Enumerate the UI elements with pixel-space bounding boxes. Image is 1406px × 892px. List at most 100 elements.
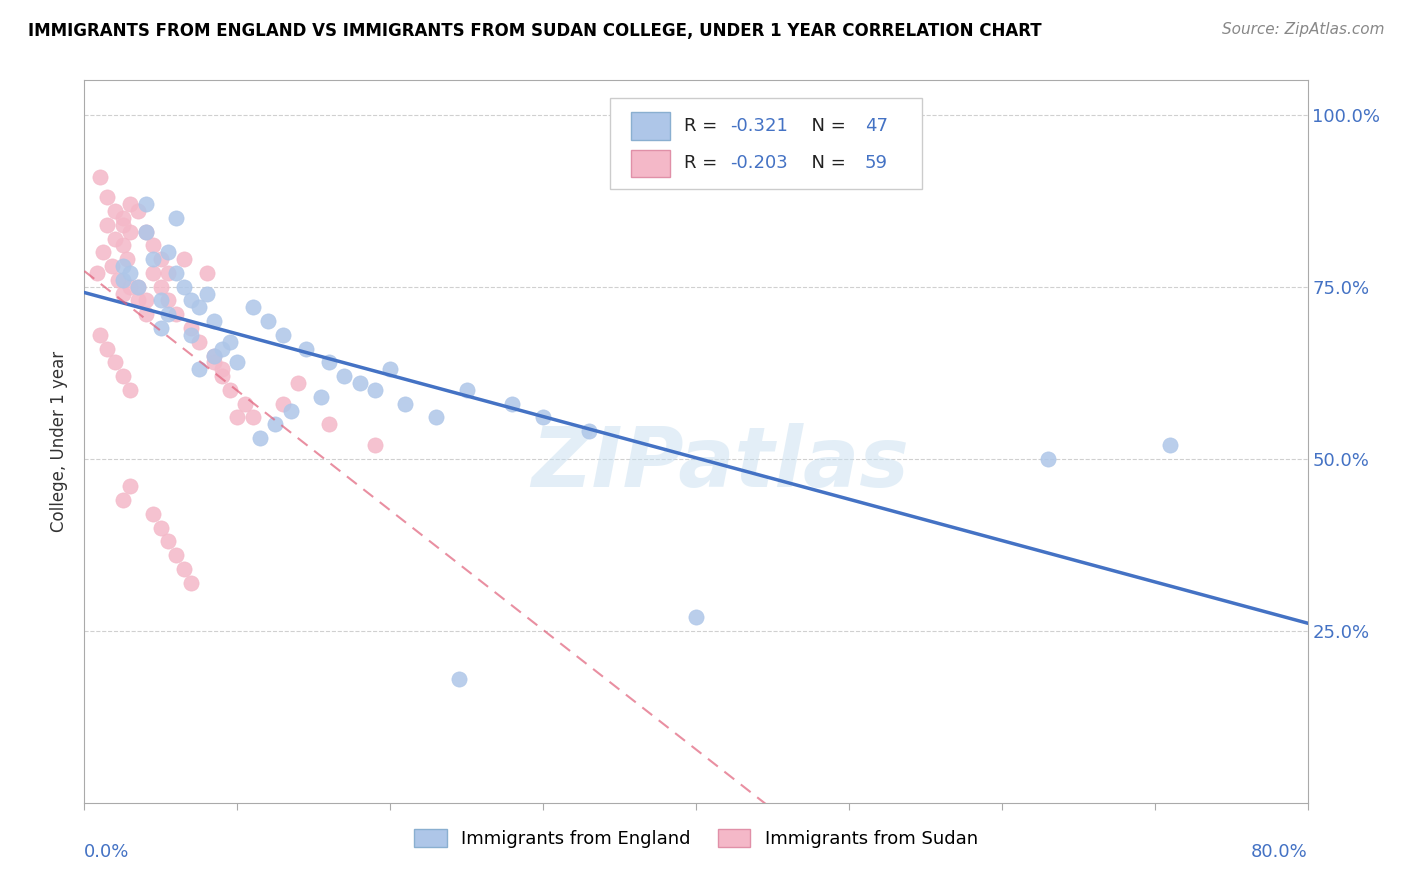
Point bbox=[202, 355, 225, 369]
Point bbox=[173, 252, 195, 267]
Point bbox=[149, 293, 172, 308]
Point bbox=[149, 520, 172, 534]
Point bbox=[165, 548, 187, 562]
Point bbox=[111, 369, 134, 384]
Point bbox=[111, 286, 134, 301]
Point bbox=[531, 410, 554, 425]
Point bbox=[127, 279, 149, 293]
Text: 59: 59 bbox=[865, 154, 887, 172]
Point bbox=[211, 342, 233, 356]
Point bbox=[456, 383, 478, 397]
Point bbox=[86, 266, 108, 280]
Text: R =: R = bbox=[683, 117, 723, 135]
Point bbox=[111, 493, 134, 508]
Point bbox=[107, 273, 129, 287]
Point bbox=[127, 279, 149, 293]
Point bbox=[271, 397, 294, 411]
Point bbox=[120, 266, 142, 280]
Point bbox=[257, 314, 280, 328]
Point bbox=[202, 314, 225, 328]
Bar bbox=[631, 112, 671, 139]
Point bbox=[280, 403, 302, 417]
Point bbox=[180, 293, 202, 308]
Point bbox=[242, 410, 264, 425]
Point bbox=[318, 417, 340, 432]
Point bbox=[271, 327, 294, 342]
Text: -0.203: -0.203 bbox=[730, 154, 787, 172]
Text: -0.321: -0.321 bbox=[730, 117, 789, 135]
Point bbox=[202, 349, 225, 363]
Point bbox=[394, 397, 416, 411]
Text: 47: 47 bbox=[865, 117, 887, 135]
Point bbox=[165, 266, 187, 280]
Point bbox=[364, 438, 387, 452]
Point bbox=[101, 259, 124, 273]
Text: IMMIGRANTS FROM ENGLAND VS IMMIGRANTS FROM SUDAN COLLEGE, UNDER 1 YEAR CORRELATI: IMMIGRANTS FROM ENGLAND VS IMMIGRANTS FR… bbox=[28, 22, 1042, 40]
Point bbox=[157, 266, 180, 280]
Point bbox=[96, 190, 118, 204]
Point bbox=[96, 218, 118, 232]
Point bbox=[135, 307, 157, 321]
Point bbox=[173, 562, 195, 576]
Point bbox=[685, 610, 707, 624]
Point bbox=[104, 231, 127, 245]
Point bbox=[202, 349, 225, 363]
Text: N =: N = bbox=[800, 117, 852, 135]
Text: R =: R = bbox=[683, 154, 723, 172]
Text: Source: ZipAtlas.com: Source: ZipAtlas.com bbox=[1222, 22, 1385, 37]
Point bbox=[349, 376, 371, 390]
Point bbox=[180, 321, 202, 335]
Point bbox=[135, 293, 157, 308]
Point bbox=[311, 390, 333, 404]
Point bbox=[578, 424, 600, 438]
Point bbox=[188, 362, 211, 376]
Point bbox=[180, 575, 202, 590]
Point bbox=[1036, 451, 1059, 466]
Text: 80.0%: 80.0% bbox=[1251, 843, 1308, 861]
Point bbox=[211, 362, 233, 376]
Point bbox=[364, 383, 387, 397]
Point bbox=[142, 252, 165, 267]
Point bbox=[89, 169, 111, 184]
Point bbox=[502, 397, 524, 411]
Text: 0.0%: 0.0% bbox=[84, 843, 129, 861]
Point bbox=[96, 342, 118, 356]
Point bbox=[120, 279, 142, 293]
Legend: Immigrants from England, Immigrants from Sudan: Immigrants from England, Immigrants from… bbox=[415, 829, 977, 848]
Point bbox=[127, 204, 149, 219]
Point bbox=[233, 397, 256, 411]
Point bbox=[226, 410, 249, 425]
Point bbox=[380, 362, 402, 376]
Point bbox=[195, 266, 218, 280]
Point bbox=[287, 376, 309, 390]
Point bbox=[149, 279, 172, 293]
Point bbox=[226, 355, 249, 369]
Point bbox=[218, 334, 240, 349]
Point bbox=[127, 293, 149, 308]
Point bbox=[264, 417, 287, 432]
Point bbox=[142, 507, 165, 521]
Point bbox=[111, 259, 134, 273]
Point bbox=[249, 431, 271, 445]
Text: ZIPatlas: ZIPatlas bbox=[531, 423, 910, 504]
Point bbox=[165, 307, 187, 321]
Point bbox=[120, 383, 142, 397]
Point bbox=[333, 369, 356, 384]
Point bbox=[173, 279, 195, 293]
Point bbox=[111, 273, 134, 287]
Point bbox=[142, 238, 165, 252]
Point bbox=[142, 266, 165, 280]
Point bbox=[295, 342, 318, 356]
Point bbox=[447, 672, 470, 686]
Point bbox=[157, 293, 180, 308]
Point bbox=[149, 252, 172, 267]
Point bbox=[1159, 438, 1181, 452]
Point bbox=[318, 355, 340, 369]
Text: N =: N = bbox=[800, 154, 852, 172]
Point bbox=[157, 534, 180, 549]
Point bbox=[111, 211, 134, 225]
Point bbox=[89, 327, 111, 342]
Y-axis label: College, Under 1 year: College, Under 1 year bbox=[51, 351, 69, 533]
FancyBboxPatch shape bbox=[610, 98, 922, 189]
Point bbox=[104, 355, 127, 369]
